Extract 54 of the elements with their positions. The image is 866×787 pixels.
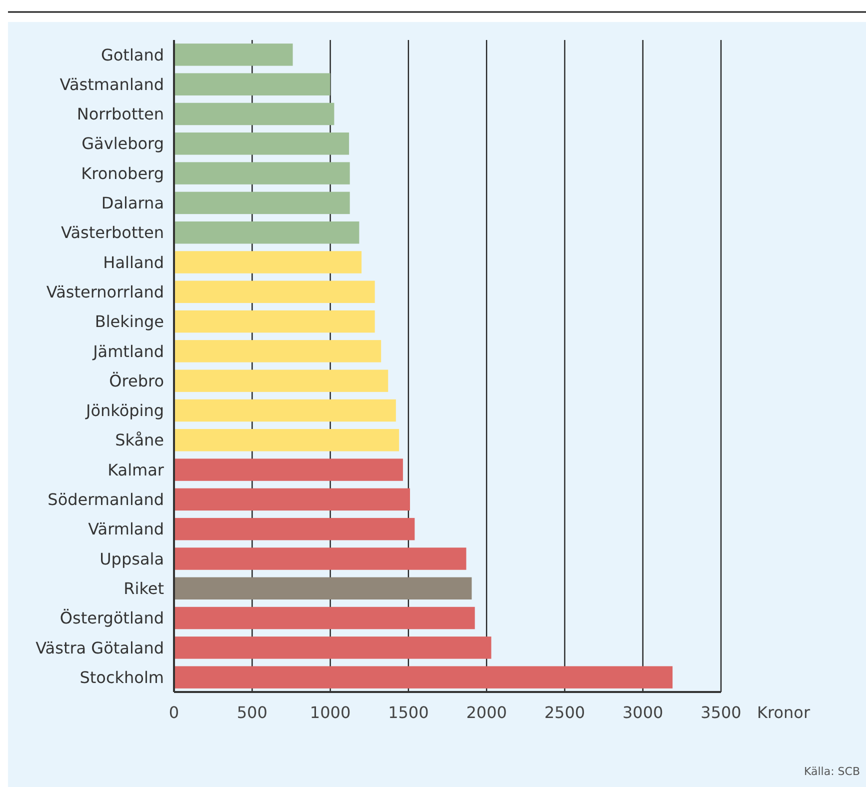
bar [174,370,388,392]
bar [174,340,382,362]
y-tick-label: Kalmar [108,460,164,480]
y-tick-label: Östergötland [60,608,164,628]
y-tick-label: Södermanland [48,490,164,510]
bar [174,399,396,422]
x-tick-label: 1500 [388,703,429,722]
bar [174,44,293,66]
bar [174,192,350,214]
bar [174,606,475,630]
x-tick-label: 0 [168,703,180,722]
bar [174,73,330,96]
bar [174,577,472,600]
y-tick-label: Halland [103,252,164,272]
y-tick-label: Norrbotten [76,104,164,124]
y-tick-label: Örebro [109,371,164,390]
bar [174,132,350,155]
bar [174,429,400,452]
bar [174,488,410,511]
y-tick-label: Gävleborg [82,134,164,154]
y-tick-label: Blekinge [94,312,164,332]
y-tick-label: Dalarna [101,194,164,213]
x-tick-label: 1000 [310,703,351,722]
bar [174,280,375,303]
bar [174,162,350,184]
y-tick-label: Kronoberg [81,164,164,183]
y-tick-label: Västernorrland [46,282,164,302]
x-tick-label: 2000 [466,703,507,722]
y-tick-label: Västerbotten [60,223,164,242]
y-tick-label: Gotland [100,45,164,64]
x-axis-title: Kronor [757,703,810,722]
y-tick-label: Jämtland [92,342,164,361]
y-tick-label: Västmanland [60,74,164,94]
x-tick-label: 3500 [700,703,742,722]
bar [174,666,673,688]
bar [174,251,362,274]
bar [174,310,375,333]
y-tick-label: Skåne [115,430,164,450]
bar [174,102,334,126]
x-tick-label: 3000 [622,703,664,722]
y-tick-label: Uppsala [100,549,164,568]
text: Källa: SCB [804,765,860,778]
bar [174,548,466,570]
y-tick-label: Västra Götaland [36,638,164,658]
y-tick-label: Stockholm [80,668,164,687]
y-tick-label: Jönköping [84,401,164,420]
bar [174,518,415,540]
y-tick-label: Riket [124,578,164,598]
y-tick-label: Värmland [88,520,164,539]
bar [174,458,403,481]
x-tick-label: 2500 [544,703,586,722]
bar [174,636,492,659]
x-tick-label: 500 [236,703,268,722]
bar [174,221,360,244]
